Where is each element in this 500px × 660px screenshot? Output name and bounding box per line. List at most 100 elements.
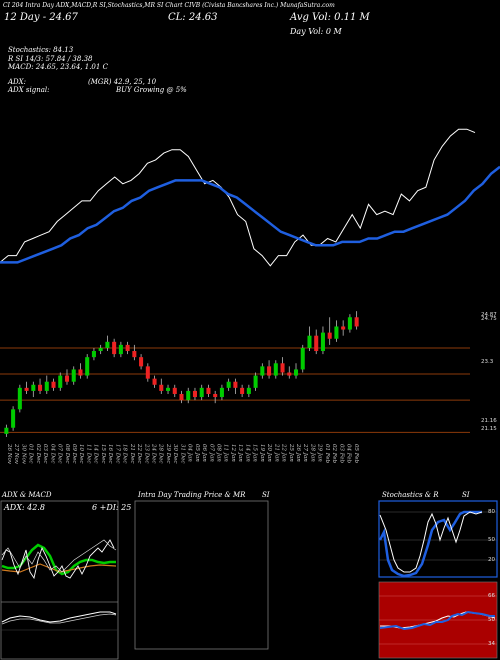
candle-body xyxy=(71,369,76,382)
price-label: 21.15 xyxy=(481,426,497,432)
x-tick-label: 26 Nov xyxy=(6,443,12,465)
adx-panel-title: ADX & MACD xyxy=(2,491,52,499)
candle-body xyxy=(132,351,137,358)
close-label: CL: 24.63 xyxy=(168,12,218,23)
candle-body xyxy=(105,341,110,348)
candle-body xyxy=(240,387,245,394)
stoch-panel-title: Stochastics & R xyxy=(382,491,439,499)
x-tick-label: 22 Jan xyxy=(281,443,287,462)
x-tick-label: 28 Jan xyxy=(309,443,315,462)
x-tick-label: 24 Dec xyxy=(151,443,157,464)
x-tick-label: 12 Jan xyxy=(230,444,236,462)
x-tick-label: 19 Jan xyxy=(259,444,265,462)
candle-body xyxy=(192,390,197,398)
candle-body xyxy=(38,384,43,391)
ema-line xyxy=(0,165,500,264)
x-tick-label: 03 Dec xyxy=(42,444,48,464)
x-tick-label: 11 Jan xyxy=(223,444,229,462)
x-tick-label: 02 Dec xyxy=(35,444,41,464)
x-tick-label: 15 Dec xyxy=(100,444,106,464)
x-tick-label: 04 Jan xyxy=(187,444,193,462)
candle-body xyxy=(31,384,36,391)
x-tick-label: 01 Feb xyxy=(324,444,330,464)
candle-body xyxy=(260,366,265,376)
intra-panel-title: Intra Day Trading Price & MR xyxy=(138,491,246,499)
candle-body xyxy=(78,369,83,376)
x-tick-label: 15 Jan xyxy=(252,444,258,462)
candle-body xyxy=(280,363,285,373)
candle-body xyxy=(186,390,191,401)
candle-body xyxy=(253,375,258,388)
x-tick-label: 14 Dec xyxy=(93,444,99,464)
x-tick-label: 06 Jan xyxy=(201,444,207,462)
stoch-level-label: 20 xyxy=(488,557,495,563)
header-line: CI 204 Intra Day ADX,MACD,R SI,Stochasti… xyxy=(3,2,335,9)
candle-body xyxy=(287,372,292,376)
candle-body xyxy=(179,393,184,401)
x-tick-label: 05 Jan xyxy=(194,444,200,462)
candle-body xyxy=(327,332,332,339)
buy-signal: BUY Growing @ 5% xyxy=(116,86,187,94)
mgr-value: (MGR) 42.9, 25, 10 xyxy=(88,78,157,86)
candle-body xyxy=(206,387,211,394)
rsi-level-label: 34 xyxy=(488,641,495,647)
x-tick-label: 09 Dec xyxy=(71,444,77,464)
x-tick-label: 07 Dec xyxy=(57,444,63,464)
candle-body xyxy=(118,344,123,355)
x-tick-label: 31 Dec xyxy=(179,444,185,464)
rsi-value: R SI 14/3: 57.84 / 38.38 xyxy=(8,55,93,63)
day-vol: Day Vol: 0 M xyxy=(290,27,342,36)
adx-panel-frame xyxy=(0,500,119,660)
x-tick-label: 07 Jan xyxy=(208,444,214,462)
candle-body xyxy=(300,347,305,370)
adx-panel-value: ADX: 42.8 xyxy=(4,503,45,512)
candle-body xyxy=(17,387,22,410)
x-tick-label: 02 Feb xyxy=(331,444,337,464)
x-tick-label: 29 Dec xyxy=(165,443,171,464)
candle-body xyxy=(213,393,218,398)
price-label: 21.16 xyxy=(481,418,497,424)
adx-label: ADX: xyxy=(8,78,27,86)
intra-panel-frame xyxy=(134,500,269,650)
candle-body xyxy=(112,341,117,355)
candle-body xyxy=(98,347,103,352)
adx-white-line-2 xyxy=(1,539,117,573)
candle-body xyxy=(320,332,325,352)
macd-line xyxy=(1,611,117,623)
candle-body xyxy=(273,363,278,376)
stoch-level-label: 80 xyxy=(488,509,495,515)
price-line xyxy=(0,128,476,267)
x-tick-label: 14 Jan xyxy=(244,444,250,462)
x-tick-label: 27 Jan xyxy=(302,443,308,462)
candle-body xyxy=(341,326,346,330)
stoch-level-label: 50 xyxy=(488,537,495,543)
x-tick-label: 21 Dec xyxy=(129,443,135,464)
x-tick-label: 08 Jan xyxy=(216,444,222,462)
intra-panel-si: SI xyxy=(262,491,270,499)
x-tick-label: 26 Jan xyxy=(295,443,301,462)
candle-body xyxy=(334,326,339,339)
candle-body xyxy=(125,344,130,352)
candle-body xyxy=(293,369,299,376)
candle-body xyxy=(44,381,49,391)
x-tick-label: 23 Dec xyxy=(143,443,149,464)
candle-body xyxy=(267,366,272,376)
x-tick-label: 10 Dec xyxy=(78,444,84,464)
candle-body xyxy=(152,378,157,385)
stoch-blue-line xyxy=(378,510,482,578)
candle-body xyxy=(246,387,251,394)
candle-body xyxy=(226,381,231,388)
candle-body xyxy=(58,375,63,388)
candle-body xyxy=(4,427,9,434)
rsi-level-label: 66 xyxy=(488,593,495,599)
x-tick-label: 22 Dec xyxy=(136,443,142,464)
candle-body xyxy=(145,366,150,379)
x-tick-label: 28 Dec xyxy=(158,443,164,464)
price-label: 23.3 xyxy=(481,359,494,365)
candle-body xyxy=(199,387,204,398)
x-tick-label: 25 Jan xyxy=(288,443,294,462)
candle-body xyxy=(166,387,171,391)
ema-label: 12 Day - 24.67 xyxy=(4,12,78,23)
x-tick-label: 16 Dec xyxy=(107,444,113,464)
stochastics-value: Stochastics: 84.13 xyxy=(8,46,74,54)
